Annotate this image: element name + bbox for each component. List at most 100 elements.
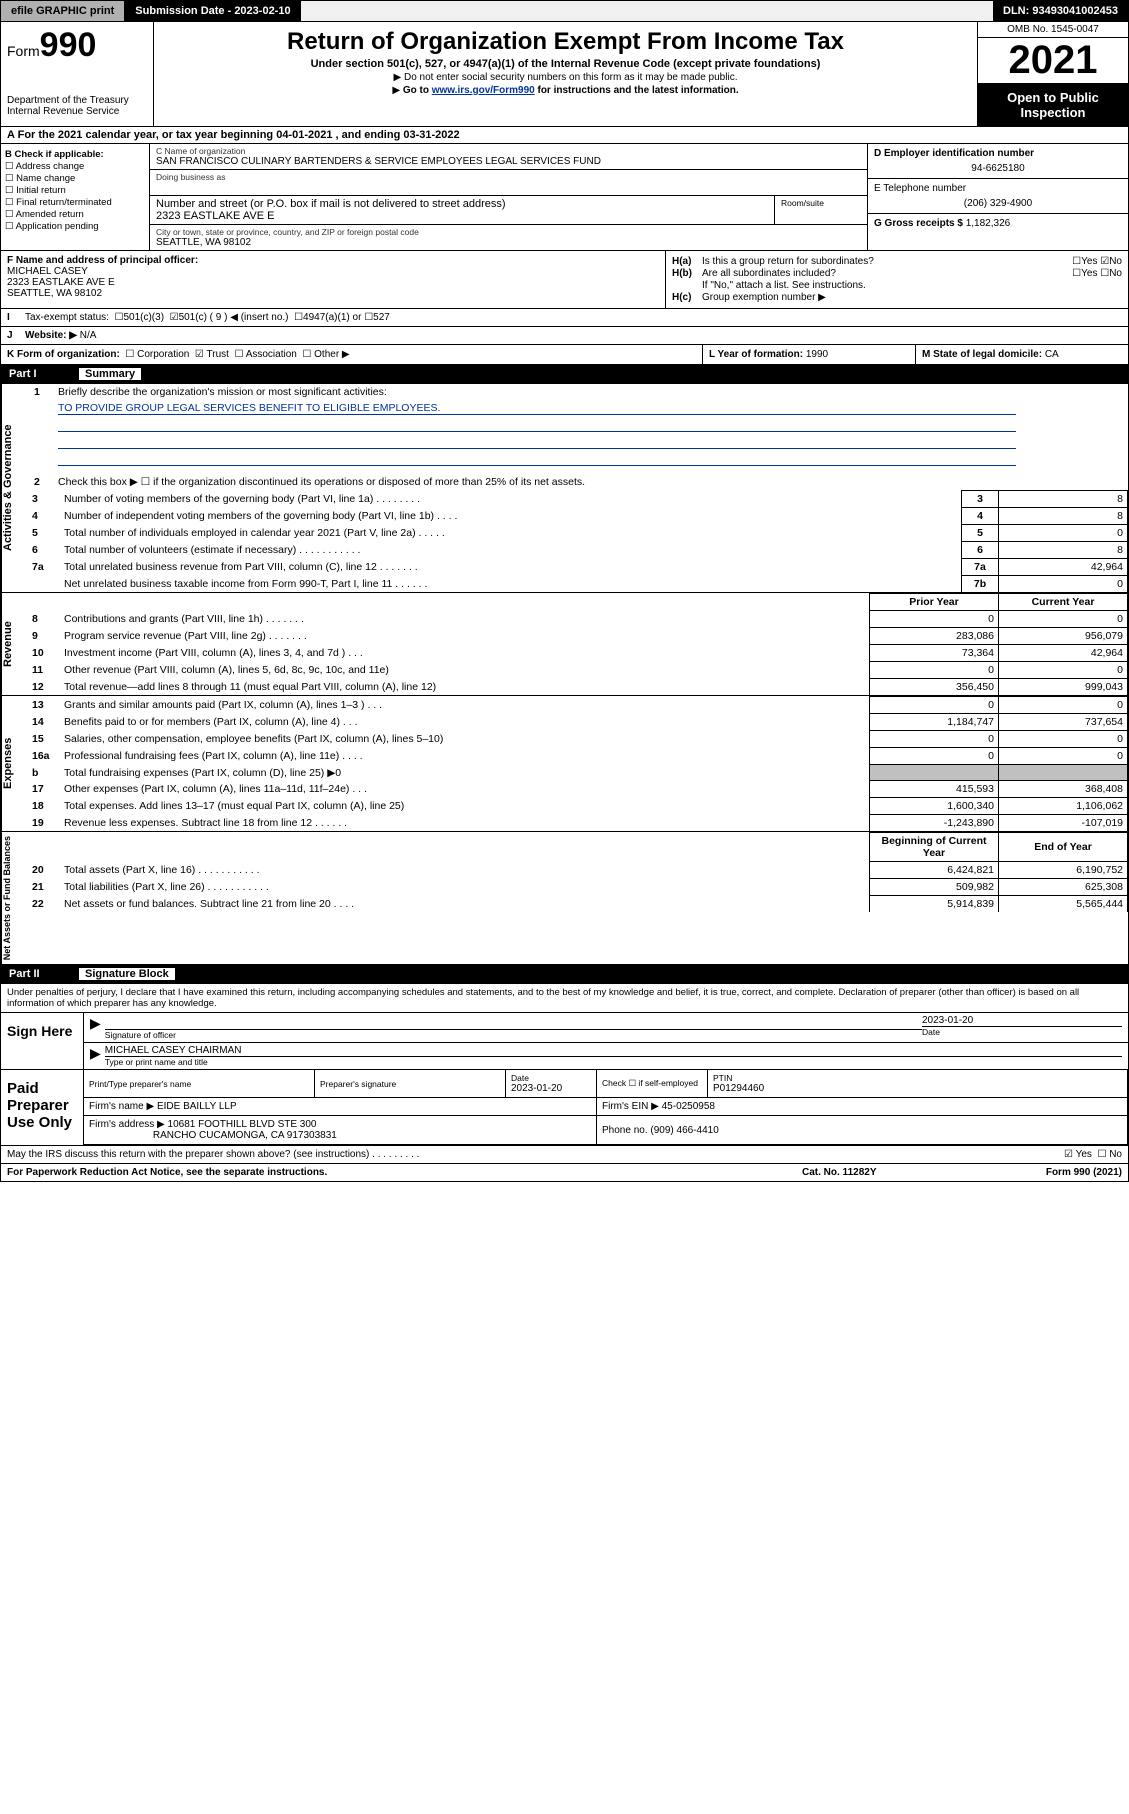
chk-4947[interactable] — [294, 312, 303, 323]
header-right: OMB No. 1545-0047 2021 Open to Public In… — [977, 22, 1128, 126]
vlabel-rev: Revenue — [1, 593, 28, 695]
form-header: Form990 Department of the Treasury Inter… — [0, 22, 1129, 127]
sig-declaration: Under penalties of perjury, I declare th… — [1, 984, 1128, 1012]
note2-pre: Go to — [403, 85, 432, 96]
irs-link[interactable]: www.irs.gov/Form990 — [432, 85, 535, 96]
footer-left: For Paperwork Reduction Act Notice, see … — [7, 1167, 802, 1178]
chk-assoc[interactable] — [234, 349, 243, 360]
hb-no[interactable] — [1100, 268, 1109, 279]
preparer-table: Print/Type preparer's name Preparer's si… — [84, 1070, 1128, 1145]
part2-num: Part II — [9, 968, 79, 980]
ha-no[interactable] — [1100, 256, 1109, 267]
tax-year-text: For the 2021 calendar year, or tax year … — [18, 129, 460, 141]
section-bcdeg: B Check if applicable: Address change Na… — [0, 144, 1129, 251]
row-i-tax-exempt: I Tax-exempt status: 501(c)(3) 501(c) ( … — [0, 309, 1129, 327]
ptin-val: P01294460 — [713, 1083, 764, 1094]
chk-other[interactable] — [302, 349, 311, 360]
part2-title: Signature Block — [79, 968, 175, 980]
note2-post: for instructions and the latest informat… — [535, 85, 739, 96]
firm-ein: 45-0250958 — [662, 1101, 715, 1112]
form-prefix: Form — [7, 43, 40, 59]
phone-label: E Telephone number — [874, 183, 1122, 194]
website-label: Website: ▶ — [25, 330, 77, 341]
chk-501c3[interactable] — [114, 312, 123, 323]
l-val: 1990 — [806, 349, 828, 360]
vlabel-gov: Activities & Governance — [1, 384, 28, 592]
chk-name-change[interactable]: Name change — [5, 173, 145, 184]
chk-527[interactable] — [364, 312, 373, 323]
discuss-no[interactable] — [1097, 1149, 1106, 1160]
website-val: N/A — [80, 330, 97, 341]
gov-table: 3Number of voting members of the governi… — [28, 490, 1128, 592]
l-label: L Year of formation: — [709, 349, 803, 360]
chk-amended-return[interactable]: Amended return — [5, 209, 145, 220]
ha-yes[interactable] — [1072, 256, 1081, 267]
phone-value: (206) 329-4900 — [874, 198, 1122, 209]
irs-label: Internal Revenue Service — [7, 106, 147, 117]
chk-corp[interactable] — [125, 349, 134, 360]
tax-year-big: 2021 — [978, 38, 1128, 84]
gov-block: Activities & Governance 1Briefly describ… — [0, 384, 1129, 593]
discuss-question: May the IRS discuss this return with the… — [7, 1149, 1064, 1160]
firm-addr1: 10681 FOOTHILL BLVD STE 300 — [168, 1119, 317, 1130]
col-b-checkboxes: B Check if applicable: Address change Na… — [1, 144, 150, 250]
gross-row: G Gross receipts $ 1,182,326 — [868, 214, 1128, 233]
chk-final-return[interactable]: Final return/terminated — [5, 197, 145, 208]
firm-addr-label: Firm's address ▶ — [89, 1119, 165, 1130]
header-center: Return of Organization Exempt From Incom… — [154, 22, 977, 126]
dba-row: Doing business as — [150, 170, 867, 196]
chk-application-pending[interactable]: Application pending — [5, 221, 145, 232]
tax-exempt-label: Tax-exempt status: — [25, 312, 109, 323]
chk-address-change[interactable]: Address change — [5, 161, 145, 172]
rev-block: Revenue Prior YearCurrent Year8Contribut… — [0, 593, 1129, 696]
gross-value: 1,182,326 — [966, 218, 1011, 229]
sig-date-label: Date — [922, 1026, 1122, 1037]
firm-phone: (909) 466-4410 — [650, 1125, 718, 1136]
chk-501c9[interactable] — [170, 312, 179, 323]
chk-initial-return[interactable]: Initial return — [5, 185, 145, 196]
ptin-label: PTIN — [713, 1073, 1122, 1083]
prep-name-label: Print/Type preparer's name — [89, 1079, 309, 1089]
signature-block: Under penalties of perjury, I declare th… — [0, 984, 1129, 1146]
hb-question: Are all subordinates included? — [702, 268, 1022, 279]
net-block: Net Assets or Fund Balances Beginning of… — [0, 832, 1129, 965]
discuss-yes[interactable] — [1064, 1149, 1073, 1160]
gross-label: G Gross receipts $ — [874, 218, 963, 229]
footer-mid: Cat. No. 11282Y — [802, 1167, 982, 1178]
section-fh: F Name and address of principal officer:… — [0, 251, 1129, 309]
top-bar: efile GRAPHIC print Submission Date - 20… — [0, 0, 1129, 22]
org-city: SEATTLE, WA 98102 — [156, 237, 861, 248]
chk-trust[interactable] — [195, 349, 204, 360]
officer-addr2: SEATTLE, WA 98102 — [7, 288, 102, 299]
prep-date-label: Date — [511, 1073, 591, 1083]
dba-label: Doing business as — [156, 172, 861, 182]
sig-of-officer-label: Signature of officer — [105, 1029, 922, 1040]
phone-row: E Telephone number (206) 329-4900 — [868, 179, 1128, 214]
form-subtitle: Under section 501(c), 527, or 4947(a)(1)… — [160, 58, 971, 70]
ein-label: D Employer identification number — [874, 148, 1034, 159]
hb-yes[interactable] — [1072, 268, 1081, 279]
efile-badge[interactable]: efile GRAPHIC print — [1, 1, 125, 21]
city-row: City or town, state or province, country… — [150, 225, 867, 250]
city-label: City or town, state or province, country… — [156, 227, 861, 237]
org-name: SAN FRANCISCO CULINARY BARTENDERS & SERV… — [156, 156, 861, 167]
row-a-tax-year: A For the 2021 calendar year, or tax yea… — [0, 127, 1129, 144]
h-section: H(a) Is this a group return for subordin… — [666, 251, 1128, 308]
discuss-row: May the IRS discuss this return with the… — [0, 1146, 1129, 1164]
sig-arrow-icon — [90, 1015, 105, 1040]
firm-addr2: RANCHO CUCAMONGA, CA 917303831 — [153, 1130, 337, 1141]
ssn-note: Do not enter social security numbers on … — [160, 72, 971, 83]
row-j-website: J Website: ▶ N/A — [0, 327, 1129, 345]
officer-sig-name-label: Type or print name and title — [105, 1056, 1122, 1067]
form-title: Return of Organization Exempt From Incom… — [160, 28, 971, 56]
submission-date: Submission Date - 2023-02-10 — [125, 1, 300, 21]
col-c-org: C Name of organization SAN FRANCISCO CUL… — [150, 144, 867, 250]
sig-arrow2-icon — [90, 1045, 105, 1067]
ha-question: Is this a group return for subordinates? — [702, 256, 1022, 267]
q2-text: Check this box ▶ ☐ if the organization d… — [58, 476, 1122, 488]
firm-phone-label: Phone no. — [602, 1125, 648, 1136]
prep-selfemp[interactable]: Check ☐ if self-employed — [597, 1070, 708, 1098]
room-suite: Room/suite — [775, 196, 867, 224]
prep-date: 2023-01-20 — [511, 1083, 562, 1094]
rev-table: Prior YearCurrent Year8Contributions and… — [28, 593, 1128, 695]
